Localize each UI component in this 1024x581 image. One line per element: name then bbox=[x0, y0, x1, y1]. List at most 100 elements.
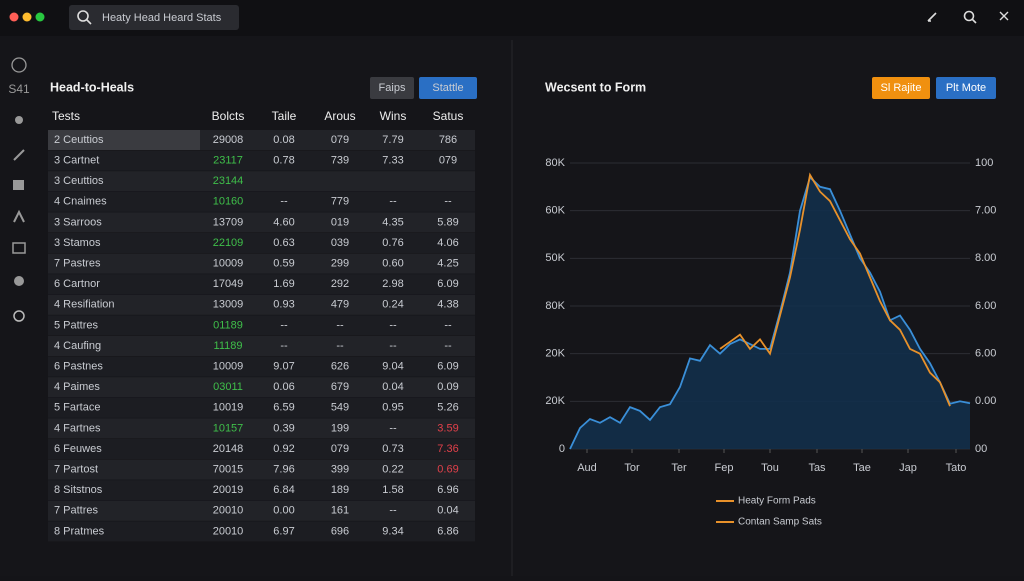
search-icon-handle bbox=[86, 19, 92, 25]
table-cell: 6.84 bbox=[273, 484, 294, 496]
y-tick-label: 80K bbox=[545, 300, 565, 312]
sidebar-icon[interactable] bbox=[12, 242, 26, 254]
table-cell: 23144 bbox=[213, 175, 244, 187]
table-cell: 0.93 bbox=[273, 299, 294, 311]
x-tick-label: Tae bbox=[853, 462, 871, 474]
x-tick-label: Tato bbox=[946, 462, 967, 474]
table-cell: 7.96 bbox=[273, 464, 294, 476]
sidebar-icon[interactable] bbox=[13, 310, 25, 322]
table-cell: 6.59 bbox=[273, 402, 294, 414]
table-cell: 7 Pastres bbox=[54, 258, 101, 270]
table-cell: 10019 bbox=[213, 402, 244, 414]
table-cell: 0.04 bbox=[437, 505, 458, 517]
table-cell: 5 Fartace bbox=[54, 402, 100, 414]
button[interactable] bbox=[872, 77, 930, 99]
table-cell: 199 bbox=[331, 422, 349, 434]
x-tick-label: Tor bbox=[624, 462, 640, 474]
table-row[interactable] bbox=[48, 500, 475, 521]
search-box[interactable] bbox=[69, 5, 239, 30]
table-row[interactable] bbox=[48, 274, 475, 295]
table-cell: 3 Sarroos bbox=[54, 216, 102, 228]
table-cell: 3 Cartnet bbox=[54, 155, 99, 167]
table-cell: 17049 bbox=[213, 278, 244, 290]
max-dot[interactable] bbox=[35, 12, 45, 22]
table-row[interactable] bbox=[48, 439, 475, 459]
table-row[interactable] bbox=[48, 480, 475, 501]
y2-tick-label: 100 bbox=[975, 157, 993, 169]
table-cell: 039 bbox=[331, 237, 349, 249]
table-row[interactable] bbox=[48, 150, 475, 171]
sidebar-icon[interactable] bbox=[13, 149, 25, 161]
table-row[interactable] bbox=[48, 253, 475, 274]
table-cell: 20010 bbox=[213, 525, 244, 537]
series-line bbox=[719, 172, 951, 407]
button-label: Faips bbox=[379, 82, 406, 94]
table-row[interactable] bbox=[48, 212, 475, 233]
table-cell: -- bbox=[280, 196, 288, 208]
table-cell: 13709 bbox=[213, 216, 244, 228]
table-cell: -- bbox=[444, 319, 452, 331]
table-cell: 0.73 bbox=[382, 443, 403, 455]
area bbox=[570, 177, 970, 450]
table-row[interactable] bbox=[48, 356, 475, 377]
table-cell: 4 Caufing bbox=[54, 340, 101, 352]
y-tick-label: 20K bbox=[545, 395, 565, 407]
series-line bbox=[569, 175, 971, 450]
button-label: Sl Rajite bbox=[881, 82, 922, 94]
table-cell: -- bbox=[336, 340, 344, 352]
table-cell: 1.69 bbox=[273, 278, 294, 290]
table-cell: 23117 bbox=[213, 155, 243, 167]
table-row[interactable] bbox=[48, 171, 475, 192]
table-row[interactable] bbox=[48, 397, 475, 418]
table-cell: -- bbox=[389, 196, 397, 208]
table-cell: 0.78 bbox=[273, 155, 294, 167]
table-cell: 739 bbox=[331, 155, 349, 167]
table-row[interactable] bbox=[48, 315, 475, 336]
table-cell: 4 Cnaimes bbox=[54, 196, 107, 208]
table-cell: 1.58 bbox=[382, 484, 403, 496]
sidebar-icon[interactable] bbox=[11, 57, 27, 73]
column-header: Satus bbox=[433, 109, 464, 123]
sidebar-icon[interactable] bbox=[14, 276, 24, 286]
button[interactable] bbox=[419, 77, 477, 99]
selected-cell bbox=[48, 130, 200, 150]
sidebar-icon[interactable] bbox=[13, 180, 24, 190]
table-row[interactable] bbox=[48, 418, 475, 439]
table-row[interactable] bbox=[48, 336, 475, 356]
table-row[interactable] bbox=[48, 294, 475, 315]
sidebar-label: S41 bbox=[8, 82, 30, 96]
table-cell: 13009 bbox=[213, 299, 244, 311]
close-dot[interactable] bbox=[9, 12, 19, 22]
close-icon[interactable] bbox=[999, 11, 1009, 21]
y-tick-label: 50K bbox=[545, 252, 565, 264]
table-cell: 9.04 bbox=[382, 361, 403, 373]
button[interactable] bbox=[936, 77, 996, 99]
table-cell: -- bbox=[336, 319, 344, 331]
search-button[interactable] bbox=[963, 10, 975, 22]
min-dot[interactable] bbox=[22, 12, 32, 22]
table-cell: 8 Pratmes bbox=[54, 525, 105, 537]
table-row[interactable] bbox=[48, 521, 475, 542]
table-cell: 2 Ceuttios bbox=[54, 134, 104, 146]
table-cell: 01189 bbox=[213, 319, 243, 331]
search-text: Heaty Head Heard Stats bbox=[102, 12, 222, 24]
sidebar-icon[interactable] bbox=[13, 209, 25, 223]
legend-label: Heaty Form Pads bbox=[738, 496, 816, 507]
edit-icon[interactable] bbox=[927, 12, 937, 22]
column-header: Tests bbox=[52, 109, 80, 123]
table-row[interactable] bbox=[48, 459, 475, 480]
table-cell: 0.92 bbox=[273, 443, 294, 455]
table-cell: 20019 bbox=[213, 484, 244, 496]
table-cell: 4 Paimes bbox=[54, 381, 100, 393]
table-row[interactable] bbox=[48, 377, 475, 398]
table-row[interactable] bbox=[48, 233, 475, 253]
y-tick-label: 0 bbox=[559, 443, 565, 455]
sidebar-icon[interactable] bbox=[15, 116, 23, 124]
button[interactable] bbox=[370, 77, 414, 99]
table-cell: -- bbox=[389, 340, 397, 352]
legend-label: Contan Samp Sats bbox=[738, 517, 822, 528]
table-cell: 29008 bbox=[213, 134, 244, 146]
table-cell: 9.07 bbox=[273, 361, 294, 373]
table-row[interactable] bbox=[48, 191, 475, 212]
